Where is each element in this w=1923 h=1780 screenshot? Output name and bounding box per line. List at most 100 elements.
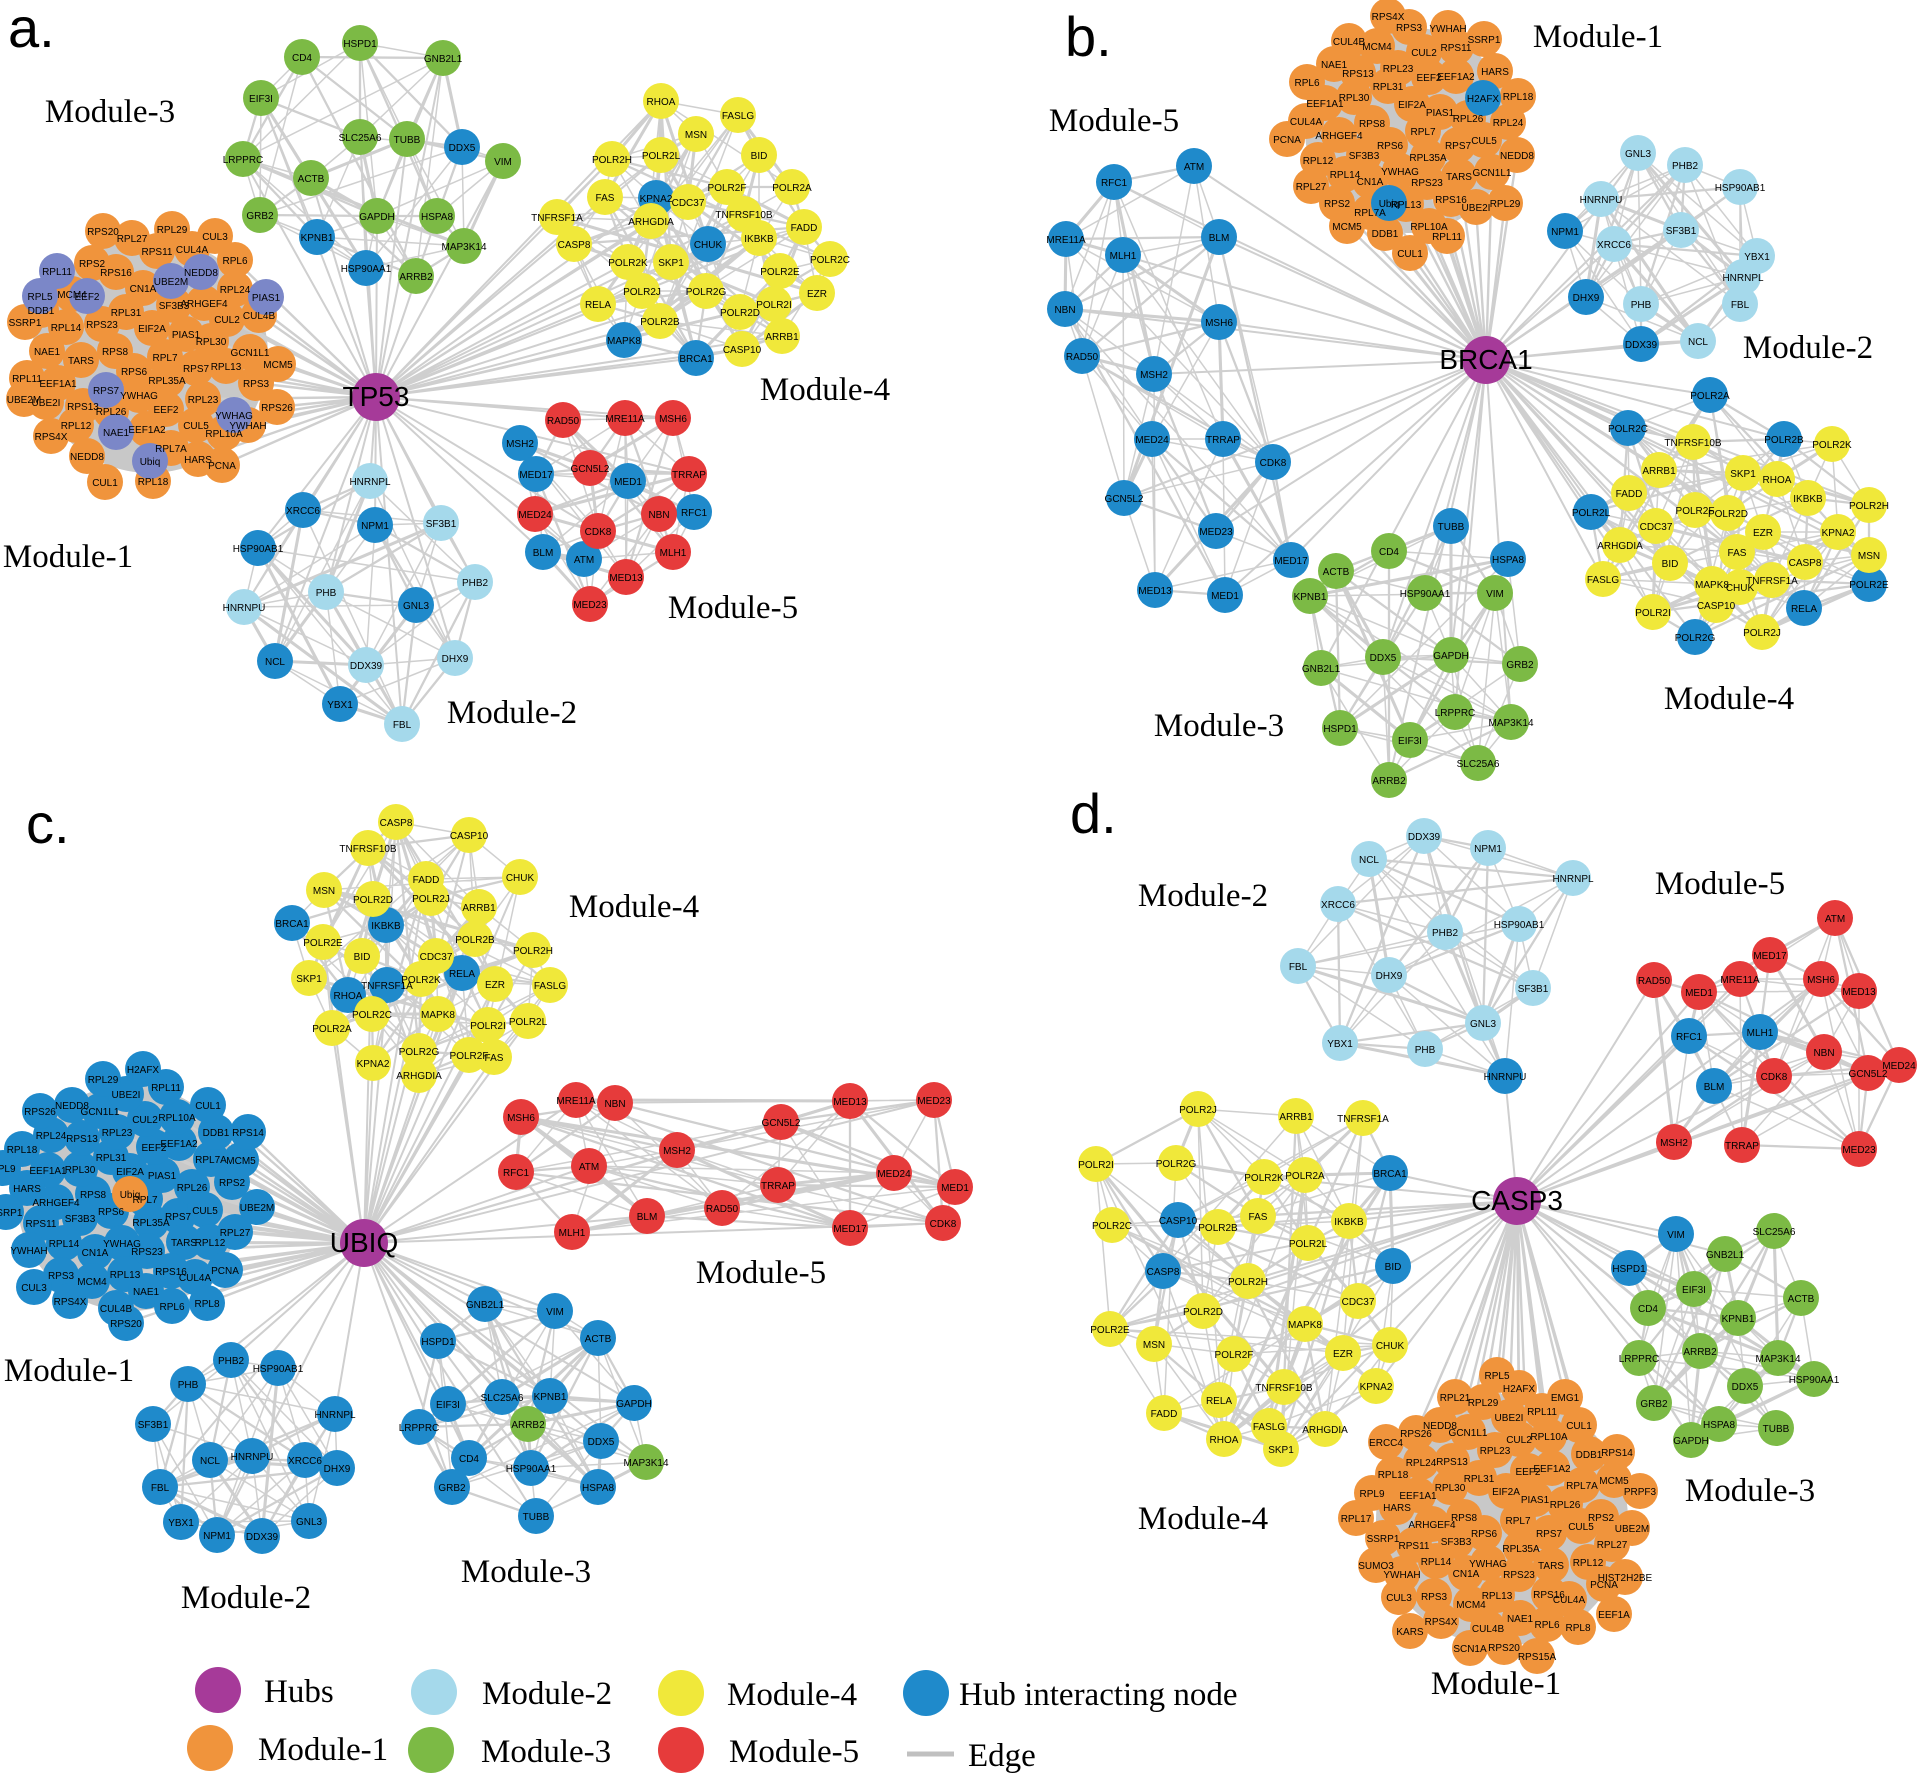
svg-text:Edge: Edge bbox=[968, 1738, 1036, 1774]
svg-text:ARHGDIA: ARHGDIA bbox=[1302, 1425, 1348, 1436]
svg-text:EEF2: EEF2 bbox=[1515, 1467, 1540, 1478]
svg-text:BID: BID bbox=[751, 151, 768, 162]
svg-text:RPL18: RPL18 bbox=[1503, 92, 1534, 103]
svg-text:POLR2C: POLR2C bbox=[352, 1010, 392, 1021]
svg-text:HSPD1: HSPD1 bbox=[1323, 724, 1357, 735]
svg-text:PCNA: PCNA bbox=[1590, 1580, 1618, 1591]
svg-text:FADD: FADD bbox=[1151, 1409, 1178, 1420]
svg-text:RPS3: RPS3 bbox=[243, 379, 270, 390]
svg-text:YBX1: YBX1 bbox=[168, 1518, 194, 1529]
svg-text:CASP10: CASP10 bbox=[1159, 1216, 1198, 1227]
svg-text:BLM: BLM bbox=[1209, 233, 1230, 244]
svg-text:Module-4: Module-4 bbox=[1138, 1501, 1268, 1537]
svg-text:CUL5: CUL5 bbox=[1471, 136, 1497, 147]
svg-text:GNB2L1: GNB2L1 bbox=[1706, 1250, 1745, 1261]
svg-text:HSP90AB1: HSP90AB1 bbox=[1715, 183, 1766, 194]
svg-text:NBN: NBN bbox=[648, 510, 669, 521]
svg-text:EIF3I: EIF3I bbox=[249, 94, 273, 105]
svg-text:YWHAH: YWHAH bbox=[1383, 1570, 1420, 1581]
svg-text:GNB2L1: GNB2L1 bbox=[424, 54, 463, 65]
svg-text:RPS8: RPS8 bbox=[1451, 1513, 1478, 1524]
svg-text:CUL4B: CUL4B bbox=[100, 1304, 133, 1315]
svg-text:RPL12: RPL12 bbox=[195, 1238, 226, 1249]
svg-text:MED24: MED24 bbox=[1135, 435, 1169, 446]
svg-text:CUL2: CUL2 bbox=[132, 1115, 158, 1126]
svg-text:ERCC4: ERCC4 bbox=[1369, 1438, 1403, 1449]
svg-text:DDX5: DDX5 bbox=[588, 1437, 615, 1448]
svg-text:CASP8: CASP8 bbox=[558, 240, 591, 251]
svg-text:Module-4: Module-4 bbox=[569, 889, 699, 925]
svg-text:MAPK8: MAPK8 bbox=[1288, 1320, 1322, 1331]
svg-text:SSRP1: SSRP1 bbox=[1367, 1534, 1400, 1545]
svg-text:CUL3: CUL3 bbox=[202, 232, 228, 243]
svg-text:TNFRSF1A: TNFRSF1A bbox=[531, 213, 583, 224]
svg-text:EZR: EZR bbox=[485, 980, 505, 991]
svg-text:POLR2C: POLR2C bbox=[1608, 424, 1648, 435]
svg-text:NCL: NCL bbox=[200, 1456, 220, 1467]
svg-text:H2AFX: H2AFX bbox=[1503, 1384, 1536, 1395]
svg-text:CUL2: CUL2 bbox=[214, 315, 240, 326]
svg-text:TRRAP: TRRAP bbox=[1206, 435, 1240, 446]
svg-text:HNRNPL: HNRNPL bbox=[349, 477, 391, 488]
svg-text:RPL29: RPL29 bbox=[1490, 199, 1521, 210]
svg-text:YBX1: YBX1 bbox=[1327, 1039, 1353, 1050]
svg-text:RPL31: RPL31 bbox=[96, 1153, 127, 1164]
svg-text:MAPK8: MAPK8 bbox=[607, 336, 641, 347]
svg-text:CASP10: CASP10 bbox=[723, 345, 762, 356]
svg-text:MLH1: MLH1 bbox=[1110, 251, 1137, 262]
svg-text:RPL35A: RPL35A bbox=[148, 376, 186, 387]
svg-text:UBE2M: UBE2M bbox=[1615, 1524, 1649, 1535]
svg-text:MSH2: MSH2 bbox=[1660, 1138, 1688, 1149]
svg-text:ARHGEF4: ARHGEF4 bbox=[32, 1198, 80, 1209]
svg-text:FADD: FADD bbox=[413, 875, 440, 886]
svg-text:ARRB2: ARRB2 bbox=[1372, 776, 1406, 787]
svg-text:EIF2A: EIF2A bbox=[1492, 1487, 1520, 1498]
svg-text:KPNB1: KPNB1 bbox=[1294, 592, 1327, 603]
svg-text:EEF1A1: EEF1A1 bbox=[1399, 1491, 1437, 1502]
svg-text:RPL26: RPL26 bbox=[1550, 1500, 1581, 1511]
svg-text:Module-3: Module-3 bbox=[1685, 1473, 1815, 1509]
svg-text:RPS20: RPS20 bbox=[1488, 1643, 1520, 1654]
svg-text:LRPPRC: LRPPRC bbox=[1435, 708, 1476, 719]
svg-text:CUL5: CUL5 bbox=[192, 1206, 218, 1217]
svg-text:TNFRSF1A: TNFRSF1A bbox=[1746, 576, 1798, 587]
svg-text:EEF2: EEF2 bbox=[74, 292, 99, 303]
svg-text:BLM: BLM bbox=[637, 1212, 658, 1223]
svg-text:SLC25A6: SLC25A6 bbox=[339, 133, 382, 144]
svg-text:RPS7: RPS7 bbox=[1445, 141, 1472, 152]
svg-text:POLR2F: POLR2F bbox=[708, 183, 747, 194]
svg-text:Module-2: Module-2 bbox=[1743, 330, 1873, 366]
svg-text:Ubiq: Ubiq bbox=[120, 1190, 141, 1201]
svg-text:RPL8: RPL8 bbox=[194, 1299, 219, 1310]
svg-text:YBX1: YBX1 bbox=[1744, 252, 1770, 263]
svg-text:PHB2: PHB2 bbox=[1432, 928, 1459, 939]
svg-text:RPL13: RPL13 bbox=[1482, 1591, 1513, 1602]
svg-text:Module-3: Module-3 bbox=[481, 1734, 611, 1770]
svg-text:HIST2H2BE: HIST2H2BE bbox=[1598, 1573, 1653, 1584]
svg-text:UBE2M: UBE2M bbox=[154, 277, 188, 288]
svg-text:SF3B3: SF3B3 bbox=[159, 301, 190, 312]
svg-text:MSH2: MSH2 bbox=[1140, 370, 1168, 381]
svg-text:PIAS1: PIAS1 bbox=[252, 293, 281, 304]
svg-text:CDK8: CDK8 bbox=[585, 527, 612, 538]
svg-text:RPL21: RPL21 bbox=[1440, 1393, 1471, 1404]
svg-text:CDC37: CDC37 bbox=[1640, 522, 1673, 533]
svg-text:ACTB: ACTB bbox=[298, 174, 325, 185]
svg-text:ARHGEF4: ARHGEF4 bbox=[1315, 131, 1363, 142]
svg-text:CUL4A: CUL4A bbox=[179, 1273, 212, 1284]
svg-text:DHX9: DHX9 bbox=[1573, 293, 1600, 304]
svg-text:MSN: MSN bbox=[685, 130, 707, 141]
svg-text:HSPD1: HSPD1 bbox=[1612, 1264, 1646, 1275]
svg-text:RPL30: RPL30 bbox=[65, 1165, 96, 1176]
svg-text:KPNB1: KPNB1 bbox=[534, 1392, 567, 1403]
svg-text:UBE2I: UBE2I bbox=[1462, 203, 1491, 214]
svg-text:HARS: HARS bbox=[184, 455, 212, 466]
svg-text:CASP8: CASP8 bbox=[1147, 1267, 1180, 1278]
svg-text:CUL4A: CUL4A bbox=[1290, 117, 1323, 128]
svg-text:RPL6: RPL6 bbox=[1534, 1620, 1559, 1631]
svg-text:MED17: MED17 bbox=[1753, 951, 1787, 962]
svg-text:TNFRSF10B: TNFRSF10B bbox=[1255, 1383, 1313, 1394]
svg-text:RPS23: RPS23 bbox=[1503, 1570, 1535, 1581]
svg-text:DHX9: DHX9 bbox=[324, 1464, 351, 1475]
svg-text:XRCC6: XRCC6 bbox=[1597, 240, 1631, 251]
